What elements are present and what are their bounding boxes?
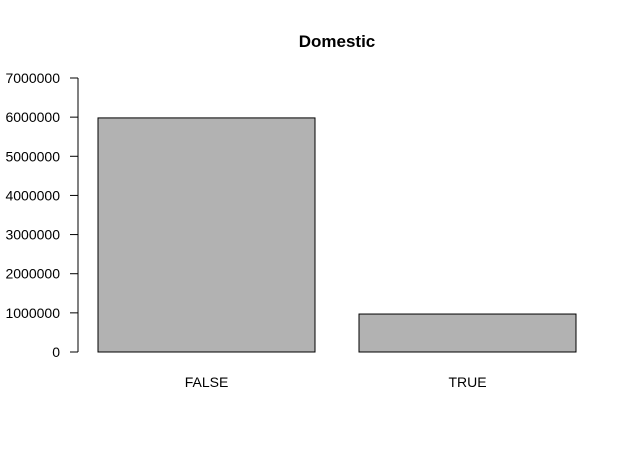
y-tick-label: 5000000: [5, 148, 60, 164]
x-axis-labels: FALSE TRUE: [185, 374, 487, 390]
y-tick-label: 6000000: [5, 109, 60, 125]
y-axis-ticks: 0 1000000 2000000 3000000 4000000 5000000 6000…: [5, 70, 78, 360]
y-tick-label: 4000000: [5, 187, 60, 203]
bars: [97, 117, 577, 353]
bar-true: [358, 313, 577, 353]
x-category-label: FALSE: [185, 374, 229, 390]
bar-false: [97, 117, 316, 353]
y-tick-label: 7000000: [5, 70, 60, 86]
y-tick-label: 0: [52, 344, 60, 360]
y-tick-label: 2000000: [5, 266, 60, 282]
chart-title: Domestic: [299, 32, 376, 51]
y-tick-label: 3000000: [5, 227, 60, 243]
y-tick-label: 1000000: [5, 305, 60, 321]
x-category-label: TRUE: [448, 374, 486, 390]
